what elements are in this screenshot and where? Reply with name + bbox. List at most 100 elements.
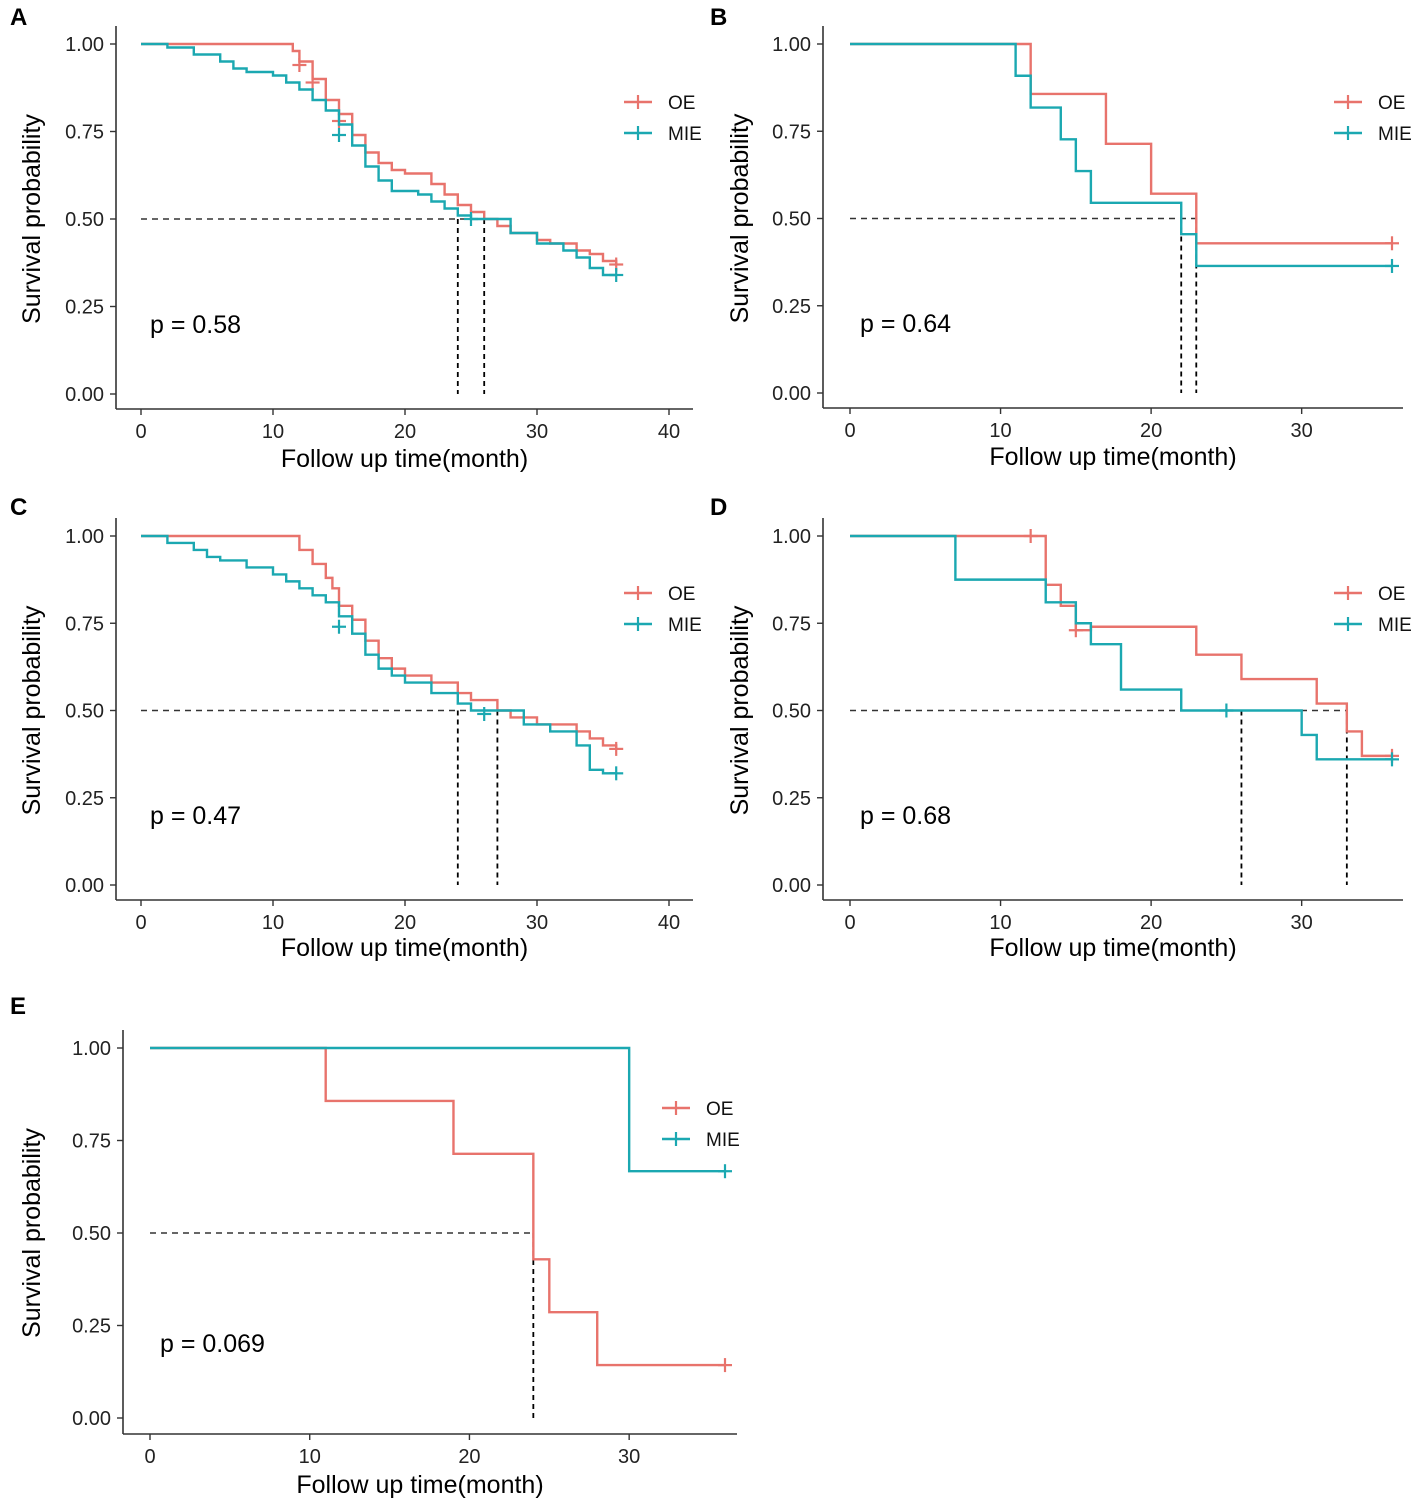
- legend-item-mie: MIE: [624, 615, 702, 636]
- censor-mark-mie: [609, 766, 624, 781]
- x-tick-label: 30: [526, 421, 548, 443]
- p-value-label: p = 0.68: [860, 802, 951, 830]
- legend-item-oe: OE: [662, 1099, 733, 1120]
- y-tick-label: 0.25: [772, 788, 811, 810]
- legend-item-oe: OE: [1334, 93, 1405, 114]
- legend-label: OE: [706, 1099, 733, 1120]
- y-tick-label: 0.75: [772, 613, 811, 635]
- y-axis-title: Survival probability: [18, 1128, 46, 1338]
- p-value-label: p = 0.47: [150, 802, 241, 830]
- curve-oe: [850, 534, 1392, 758]
- censor-mark-mie: [718, 1164, 732, 1179]
- y-tick-label: 0.75: [772, 121, 811, 143]
- y-axis-title: Survival probability: [726, 113, 754, 323]
- x-tick-label: 30: [1291, 912, 1313, 934]
- x-axis-title: Follow up time(month): [989, 443, 1236, 471]
- legend-label: OE: [668, 584, 695, 605]
- x-tick-label: 10: [989, 912, 1011, 934]
- y-axis-title: Survival probability: [726, 605, 754, 815]
- curve-mie: [141, 42, 617, 277]
- x-axis-title: Follow up time(month): [989, 934, 1236, 962]
- legend-label: OE: [1378, 584, 1405, 605]
- y-tick-label: 1.00: [65, 34, 104, 56]
- curve-oe: [141, 534, 618, 749]
- curve-mie: [850, 534, 1392, 761]
- x-tick-label: 0: [135, 421, 146, 443]
- x-tick-label: 30: [1291, 420, 1313, 442]
- x-tick-label: 10: [262, 912, 284, 934]
- x-tick-label: 0: [844, 912, 855, 934]
- censor-mark-mie: [1385, 258, 1399, 273]
- censor-mark-mie: [464, 212, 478, 226]
- y-tick-label: 1.00: [65, 526, 104, 548]
- panel-label: B: [710, 4, 727, 31]
- legend-item-oe: OE: [624, 93, 695, 114]
- y-tick-label: 0.25: [65, 297, 104, 319]
- y-tick-label: 0.50: [772, 209, 811, 231]
- censor-mark-oe: [292, 58, 307, 72]
- x-tick-label: 30: [526, 912, 548, 934]
- censor-mark-oe: [1023, 529, 1038, 543]
- x-tick-label: 20: [394, 421, 416, 443]
- curve-oe: [141, 42, 618, 265]
- panel-label: A: [10, 4, 27, 31]
- panel-A: A 0.00 0.25 0.50 0.75 1.00 0 10 20 30 40 Follow up …: [10, 4, 702, 473]
- legend-label: MIE: [706, 1130, 740, 1151]
- x-tick-label: 10: [299, 1446, 321, 1468]
- x-tick-label: 30: [618, 1446, 640, 1468]
- y-tick-label: 0.50: [772, 701, 811, 723]
- x-axis-title: Follow up time(month): [281, 445, 528, 473]
- panel-E: E 0.00 0.25 0.50 0.75 1.00 0 10 20 30 Follow up ti…: [10, 993, 740, 1499]
- y-tick-label: 0.00: [72, 1408, 111, 1430]
- y-tick-label: 0.75: [65, 122, 104, 144]
- y-tick-label: 0.00: [772, 383, 811, 405]
- y-tick-label: 0.00: [65, 875, 104, 897]
- y-tick-label: 0.50: [72, 1223, 111, 1245]
- y-tick-label: 0.00: [65, 384, 104, 406]
- panel-label: C: [10, 494, 27, 521]
- y-tick-label: 0.50: [65, 209, 104, 231]
- legend-item-oe: OE: [1334, 584, 1405, 605]
- censor-mark-mie: [332, 128, 346, 142]
- curve-oe: [850, 42, 1392, 245]
- censor-mark-oe: [718, 1358, 732, 1373]
- censor-mark-mie: [332, 619, 346, 634]
- panel-D: D 0.00 0.25 0.50 0.75 1.00 0 10 20 30 Follow up ti…: [710, 494, 1412, 962]
- x-tick-label: 20: [1140, 912, 1162, 934]
- x-tick-label: 40: [658, 421, 680, 443]
- x-tick-label: 20: [1140, 420, 1162, 442]
- censor-mark-oe: [609, 741, 624, 756]
- legend-label: MIE: [1378, 615, 1412, 636]
- curve-oe: [150, 1046, 725, 1367]
- x-axis-title: Follow up time(month): [296, 1471, 543, 1499]
- legend-item-mie: MIE: [1334, 615, 1412, 636]
- legend-item-mie: MIE: [624, 124, 702, 145]
- x-tick-label: 20: [394, 912, 416, 934]
- legend-label: MIE: [1378, 124, 1412, 145]
- x-tick-label: 0: [135, 912, 146, 934]
- panel-label: E: [10, 993, 26, 1020]
- panel-label: D: [710, 494, 727, 521]
- censor-mark-oe: [1385, 236, 1399, 251]
- p-value-label: p = 0.58: [150, 311, 241, 339]
- x-tick-label: 10: [989, 420, 1011, 442]
- x-axis-title: Follow up time(month): [281, 934, 528, 962]
- y-tick-label: 0.75: [65, 613, 104, 635]
- y-tick-label: 0.00: [772, 875, 811, 897]
- legend-label: MIE: [668, 124, 702, 145]
- censor-mark-mie: [609, 268, 624, 282]
- legend-label: OE: [1378, 93, 1405, 114]
- y-tick-label: 0.25: [65, 788, 104, 810]
- curve-mie: [141, 534, 617, 775]
- x-tick-label: 0: [844, 420, 855, 442]
- legend-item-mie: MIE: [662, 1130, 740, 1151]
- y-tick-label: 1.00: [772, 34, 811, 56]
- censor-mark-mie: [1385, 752, 1399, 767]
- y-axis-title: Survival probability: [18, 114, 46, 324]
- y-tick-label: 1.00: [72, 1038, 111, 1060]
- x-tick-label: 40: [658, 912, 680, 934]
- y-tick-label: 1.00: [772, 526, 811, 548]
- censor-mark-oe: [305, 75, 320, 90]
- legend-label: MIE: [668, 615, 702, 636]
